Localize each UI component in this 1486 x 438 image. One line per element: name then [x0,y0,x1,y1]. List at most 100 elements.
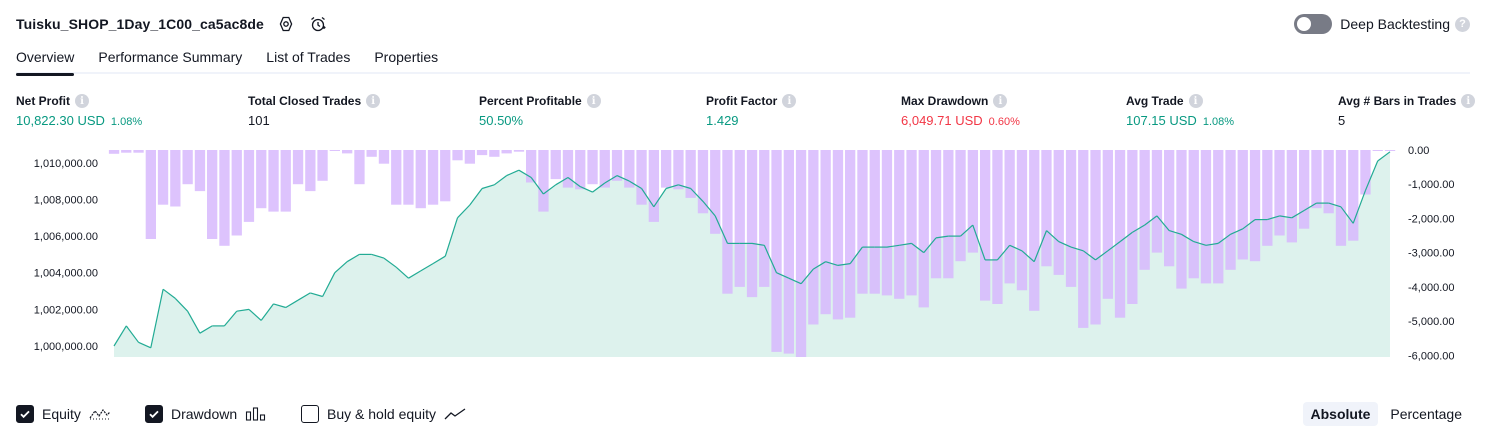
info-icon[interactable]: i [782,94,797,108]
equity-line-segment [199,325,213,334]
metric-value: 10,822.30 USD [16,113,105,128]
deep-backtesting-toggle[interactable] [1294,14,1333,34]
drawdown-bar [403,150,414,205]
drawdown-bar [1372,150,1383,151]
equity-line-segment [383,257,397,268]
drawdown-bar [452,150,463,161]
equity-line-segment [825,261,839,266]
drawdown-toggle[interactable]: Drawdown [145,402,267,426]
equity-line-segment [530,177,544,195]
equity-line-segment [1107,241,1121,252]
equity-line-segment [935,235,949,239]
drawdown-bar [980,150,991,301]
info-icon[interactable]: i [75,94,89,108]
absolute-button[interactable]: Absolute [1302,402,1379,426]
drawdown-bar [538,150,549,212]
settings-icon[interactable] [276,14,296,34]
equity-line-segment [223,310,238,327]
equity-line-segment [555,176,569,186]
tab-properties[interactable]: Properties [374,49,439,65]
drawdown-bar [513,150,525,152]
drawdown-bar [1299,150,1310,229]
drawdown-bar [783,150,794,354]
drawdown-checkbox[interactable] [145,405,163,423]
drawdown-bar [1176,150,1187,289]
equity-line-segment [923,237,937,253]
equity-line-segment [886,244,900,248]
drawdown-bar [526,150,537,183]
drawdown-bar [1151,150,1163,253]
drawdown-bar [1114,150,1126,318]
equity-line-segment [641,188,655,208]
info-icon[interactable]: i [586,94,601,108]
y-right-tick-label: 0.00 [1408,145,1429,157]
drawdown-bar [280,150,291,212]
equity-line-segment [1291,209,1305,219]
tab-list-of-trades[interactable]: List of Trades [266,49,351,65]
y-left-tick-label: 1,008,000.00 [34,195,98,207]
x-tick-label: 92 [1224,371,1236,372]
equity-toggle[interactable]: Equity [16,402,111,426]
info-icon[interactable]: i [993,94,1008,108]
info-icon[interactable]: i [1461,94,1476,108]
equity-line-segment [1267,215,1280,221]
drawdown-bar [661,150,672,188]
info-icon[interactable]: i [1188,94,1203,108]
tab-overview[interactable]: Overview [16,46,75,76]
y-left-tick-label: 1,004,000.00 [34,268,98,280]
metric-percent: 1.08% [110,116,143,128]
buy-hold-checkbox[interactable] [301,405,319,423]
equity-line-icon [89,408,111,420]
equity-line-segment [1242,219,1256,230]
equity-line-segment [1046,230,1060,243]
drawdown-bar [1004,150,1015,284]
drawdown-bar [157,150,169,205]
x-tick-label: 15 [280,371,292,372]
drawdown-bar [1213,150,1224,284]
equity-line-segment [322,272,336,297]
equity-line-segment [125,325,139,343]
strategy-header: Tuisku_SHOP_1Day_1C00_ca5ac8de [16,12,328,36]
drawdown-bar [673,150,684,190]
drawdown-bar [1323,150,1334,214]
equity-line-segment [543,184,557,195]
drawdown-bar [575,150,586,190]
drawdown-bar [1225,150,1236,270]
equity-line-segment [371,253,385,259]
equity-line-segment [236,308,250,312]
y-left-tick-label: 1,000,000.00 [34,341,98,353]
equity-checkbox[interactable] [16,405,34,423]
buy-hold-line-icon [444,408,466,420]
help-icon[interactable]: ? [1455,16,1470,32]
equity-line-segment [678,184,691,190]
drawdown-bar [1348,150,1359,241]
info-icon[interactable]: i [366,94,381,108]
drawdown-bar [820,150,831,315]
deep-backtesting-control: Deep Backtesting ? [1294,12,1470,36]
drawdown-bar [219,150,230,246]
drawdown-bar [440,150,451,202]
drawdown-bar [832,150,844,320]
drawdown-bar [489,150,500,157]
metric-label: Profit Factor [706,94,778,108]
drawdown-bar [231,150,242,236]
buy-hold-toggle[interactable]: Buy & hold equity [301,402,466,426]
tab-performance-summary[interactable]: Performance Summary [98,49,243,65]
equity-drawdown-chart[interactable]: 1,000,000.00 1,002,000.00 1,004,000.00 1,00… [0,140,1486,372]
drawdown-bar [1262,150,1273,246]
alert-clock-icon[interactable] [308,14,328,34]
metric-percent: 0.60% [988,116,1020,128]
drawdown-bar [550,150,561,180]
equity-line-segment [1033,230,1048,262]
drawdown-bar [1053,150,1064,275]
drawdown-bar [366,150,377,157]
equity-line-segment [1230,228,1244,235]
drawdown-bar [1065,150,1077,287]
y-left-tick-label: 1,010,000.00 [34,158,98,170]
x-tick-label: 1 [111,371,117,372]
drawdown-bar [305,150,316,192]
x-tick-label: 29 [451,371,463,372]
equity-line-segment [113,325,127,347]
drawdown-bar [1360,150,1371,195]
percentage-button[interactable]: Percentage [1390,406,1462,422]
